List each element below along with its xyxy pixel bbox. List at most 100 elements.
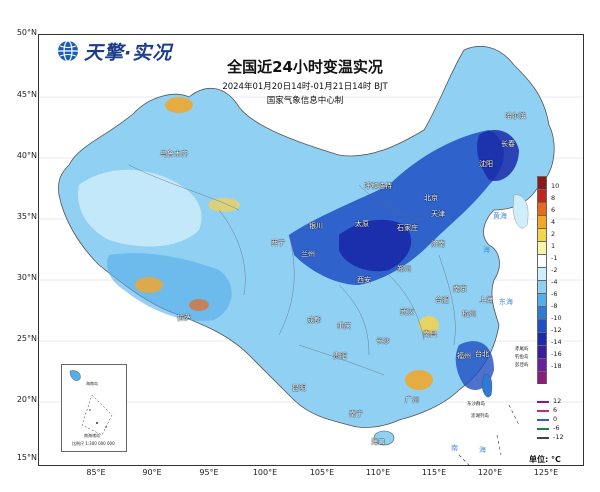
- city-label: 上海: [479, 296, 493, 304]
- legend-label: -4: [551, 278, 558, 286]
- color-legend: 10 8 6 4 2 1 -1 -2 -4 -6 -8 -10 -12 -14 -16 -18: [537, 176, 562, 384]
- lon-tick-label: 100°E: [252, 468, 278, 477]
- sea-label: 黄海: [493, 212, 507, 220]
- island-label: 澎湖列岛: [471, 414, 489, 419]
- city-label: 南宁: [349, 410, 363, 418]
- sea-label: 东海: [499, 298, 513, 306]
- lat-tick-label: 20°N: [16, 395, 37, 404]
- contour-legend-item: -6: [537, 424, 577, 433]
- contour-line-sample: [537, 419, 549, 421]
- contour-line-sample: [537, 437, 549, 439]
- taiwan-island: [481, 373, 493, 398]
- lon-tick-label: 85°E: [86, 468, 106, 477]
- data-source: 国家气象信息中心制: [266, 96, 344, 106]
- legend-label: -12: [551, 326, 562, 334]
- legend-swatch: [537, 358, 547, 371]
- warm-patch-tibet-west: [135, 277, 163, 293]
- city-label: 贵阳: [333, 352, 347, 360]
- contour-label: 6: [553, 406, 558, 414]
- region-mild-west: [78, 169, 202, 247]
- temperature-change-map: [39, 45, 583, 465]
- contour-legend-item: 6: [537, 406, 577, 415]
- contour-label: 12: [553, 397, 562, 405]
- city-label: 台北: [475, 350, 489, 358]
- warm-patch-xinjiang-north: [165, 97, 193, 113]
- contour-line-sample: [537, 410, 549, 412]
- legend-label: 10: [551, 182, 560, 190]
- inset-label: 南海诸岛: [84, 433, 100, 438]
- legend-swatch: [537, 189, 547, 202]
- logo: 天擎·实况: [56, 38, 172, 64]
- contour-line-sample: [537, 401, 549, 403]
- legend-swatch: [537, 319, 547, 332]
- city-label: 西宁: [271, 239, 285, 247]
- lon-tick-label: 110°E: [365, 468, 391, 477]
- inset-label: 比例尺 1:300 000 000: [72, 441, 115, 446]
- sea-label: 海: [483, 246, 490, 254]
- contour-legend-item: 0: [537, 415, 577, 424]
- city-label: 合肥: [435, 296, 449, 304]
- contour-label: 0: [553, 415, 558, 423]
- legend-swatch: [537, 267, 547, 280]
- legend-swatch: [537, 293, 547, 306]
- legend-label: -14: [551, 338, 562, 346]
- city-label: 郑州: [397, 265, 411, 273]
- title-block: 全国近24小时变温实况 2024年01月20日14时-01月21日14时 BJT…: [190, 58, 420, 106]
- hainan-island: [373, 430, 395, 446]
- city-label: 沈阳: [479, 160, 493, 168]
- city-label: 南昌: [423, 330, 437, 338]
- contour-line-sample: [537, 428, 549, 430]
- city-label: 昆明: [292, 384, 306, 392]
- legend-swatch: [537, 215, 547, 228]
- warm-patch-qinghai: [208, 198, 240, 212]
- globe-icon: [58, 40, 78, 62]
- lat-tick-label: 50°N: [16, 28, 37, 37]
- legend-swatch: [537, 202, 547, 215]
- page-title: 全国近24小时变温实况: [227, 58, 383, 76]
- legend-label: 6: [551, 206, 556, 214]
- lon-tick-label: 90°E: [142, 468, 162, 477]
- unit-label: 单位: °C: [529, 455, 561, 464]
- legend-swatch: [537, 176, 547, 189]
- legend-label: 4: [551, 218, 556, 226]
- legend-label: -1: [551, 254, 558, 262]
- contour-legend-item: -12: [537, 433, 577, 442]
- lon-tick-label: 120°E: [477, 468, 503, 477]
- city-label: 兰州: [301, 250, 315, 258]
- sea-label: 海: [479, 446, 486, 454]
- island-label: 钓鱼岛: [515, 355, 529, 360]
- city-label: 呼和浩特: [364, 182, 392, 190]
- legend-swatch: [537, 345, 547, 358]
- island-label: 赤尾屿: [515, 347, 529, 352]
- contour-label: -6: [553, 424, 560, 432]
- city-label: 石家庄: [397, 224, 418, 232]
- legend-swatch: [537, 228, 547, 241]
- south-china-sea-inset: 海南岛 南海诸岛 比例尺 1:300 000 000: [61, 364, 127, 452]
- korea-peninsula: [512, 194, 529, 229]
- lat-tick-label: 35°N: [16, 212, 37, 221]
- lon-tick-label: 95°E: [199, 468, 219, 477]
- city-label: 杭州: [462, 310, 476, 318]
- city-label: 广州: [405, 396, 419, 404]
- lat-tick-label: 40°N: [16, 151, 37, 160]
- legend-label: -6: [551, 290, 558, 298]
- city-label: 乌鲁木齐: [160, 150, 188, 158]
- lat-tick-label: 45°N: [16, 90, 37, 99]
- city-label: 长沙: [376, 337, 390, 345]
- city-label: 济南: [431, 240, 445, 248]
- lon-tick-label: 125°E: [533, 468, 559, 477]
- contour-legend: 12 6 0 -6 -12: [537, 397, 577, 442]
- warm-patch-southeast: [405, 370, 433, 390]
- sea-label: 南: [451, 444, 458, 452]
- logo-text: 天擎·实况: [84, 41, 173, 64]
- lon-tick-label: 115°E: [421, 468, 447, 477]
- legend-swatch: [537, 371, 547, 384]
- city-label: 武汉: [400, 308, 414, 316]
- legend-label: -8: [551, 302, 558, 310]
- legend-label: 1: [551, 242, 556, 250]
- legend-label: 2: [551, 230, 556, 238]
- legend-swatch: [537, 241, 547, 254]
- date-range: 2024年01月20日14时-01月21日14时 BJT: [222, 82, 388, 92]
- legend-swatch: [537, 280, 547, 293]
- city-label: 天津: [431, 210, 445, 218]
